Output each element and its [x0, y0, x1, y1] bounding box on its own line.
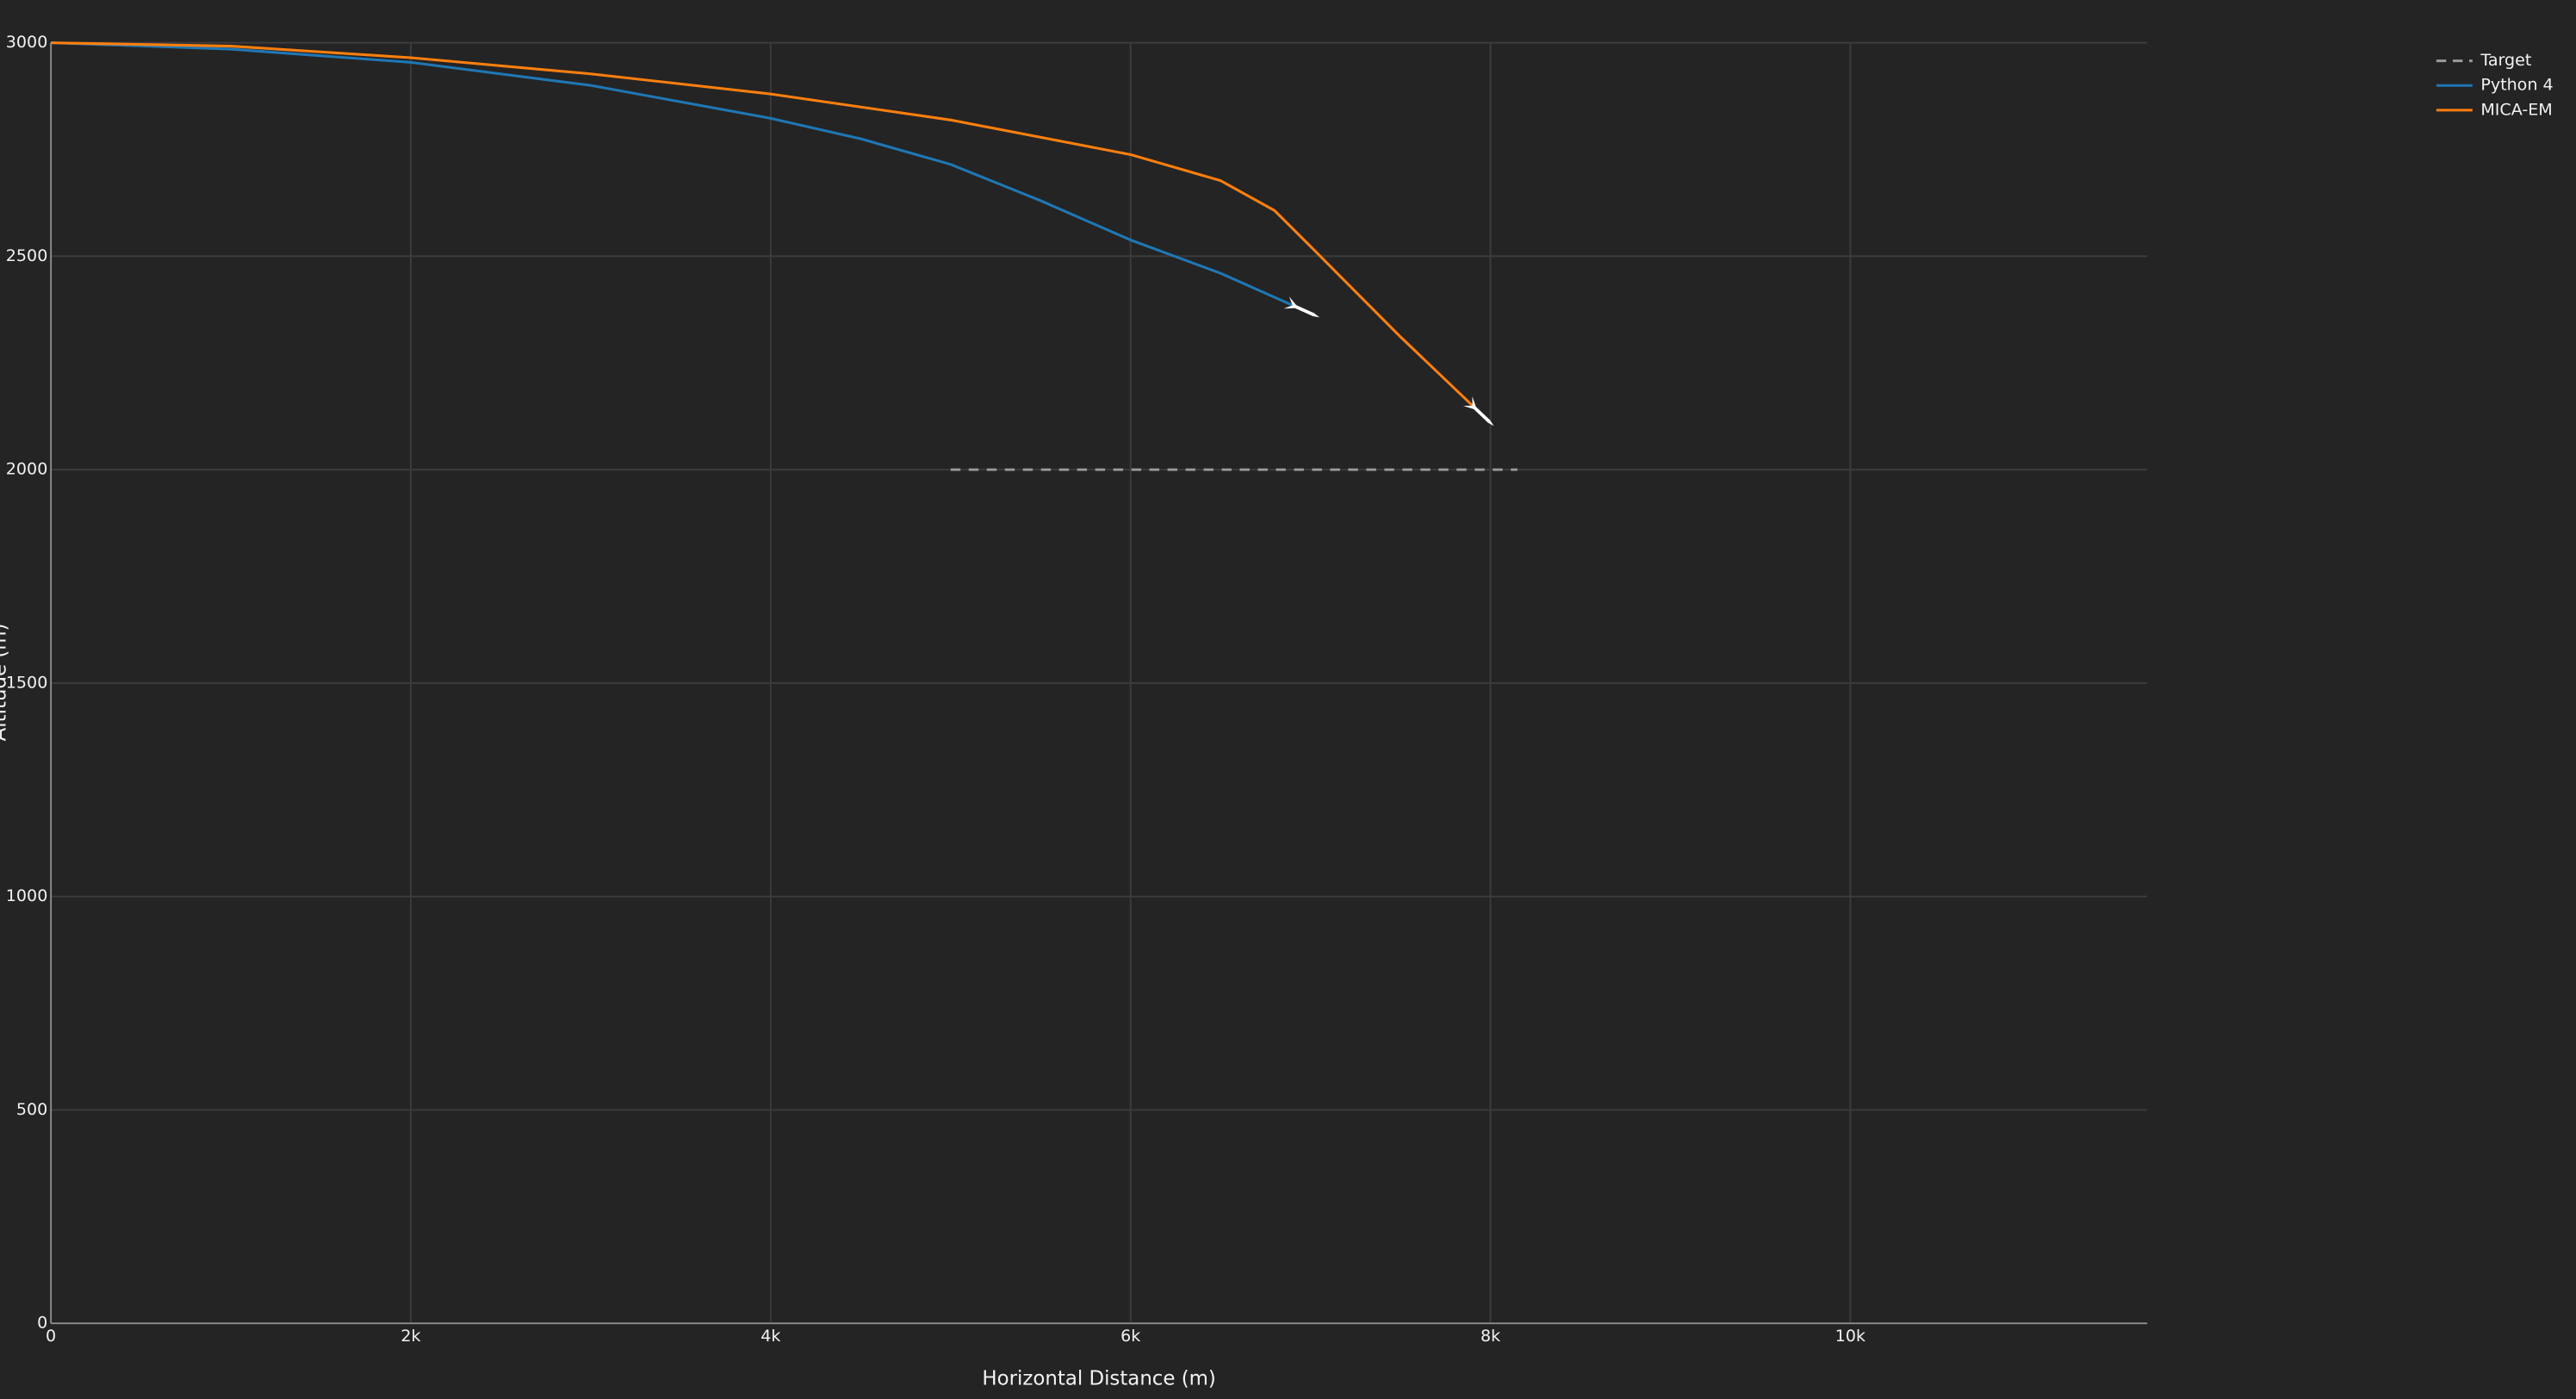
- series-line: [51, 41, 1474, 407]
- y-tick-label: 500: [16, 1100, 47, 1119]
- y-tick-label: 3000: [6, 33, 48, 52]
- y-tick-label: 0: [37, 1314, 47, 1333]
- x-tick-label: 10k: [1835, 1327, 1865, 1346]
- legend-label: MICA-EM: [2480, 100, 2552, 119]
- legend-label: Python 4: [2480, 76, 2553, 95]
- y-tick-label: 2500: [6, 246, 48, 265]
- x-tick-label: 8k: [1480, 1327, 1500, 1346]
- x-tick-label: 0: [46, 1327, 56, 1346]
- y-axis-title: Altitude (m): [0, 624, 10, 742]
- y-tick-label: 1000: [6, 886, 48, 905]
- missile-icon: [1462, 396, 1494, 426]
- y-tick-label: 1500: [6, 673, 48, 692]
- legend-label: Target: [2480, 51, 2531, 70]
- series-line: [51, 41, 1294, 307]
- missile-icon: [1283, 296, 1320, 318]
- y-tick-label: 2000: [6, 460, 48, 479]
- x-axis-title: Horizontal Distance (m): [982, 1368, 1215, 1390]
- x-tick-label: 4k: [760, 1327, 780, 1346]
- x-tick-label: 6k: [1120, 1327, 1140, 1346]
- x-tick-label: 2k: [400, 1327, 420, 1346]
